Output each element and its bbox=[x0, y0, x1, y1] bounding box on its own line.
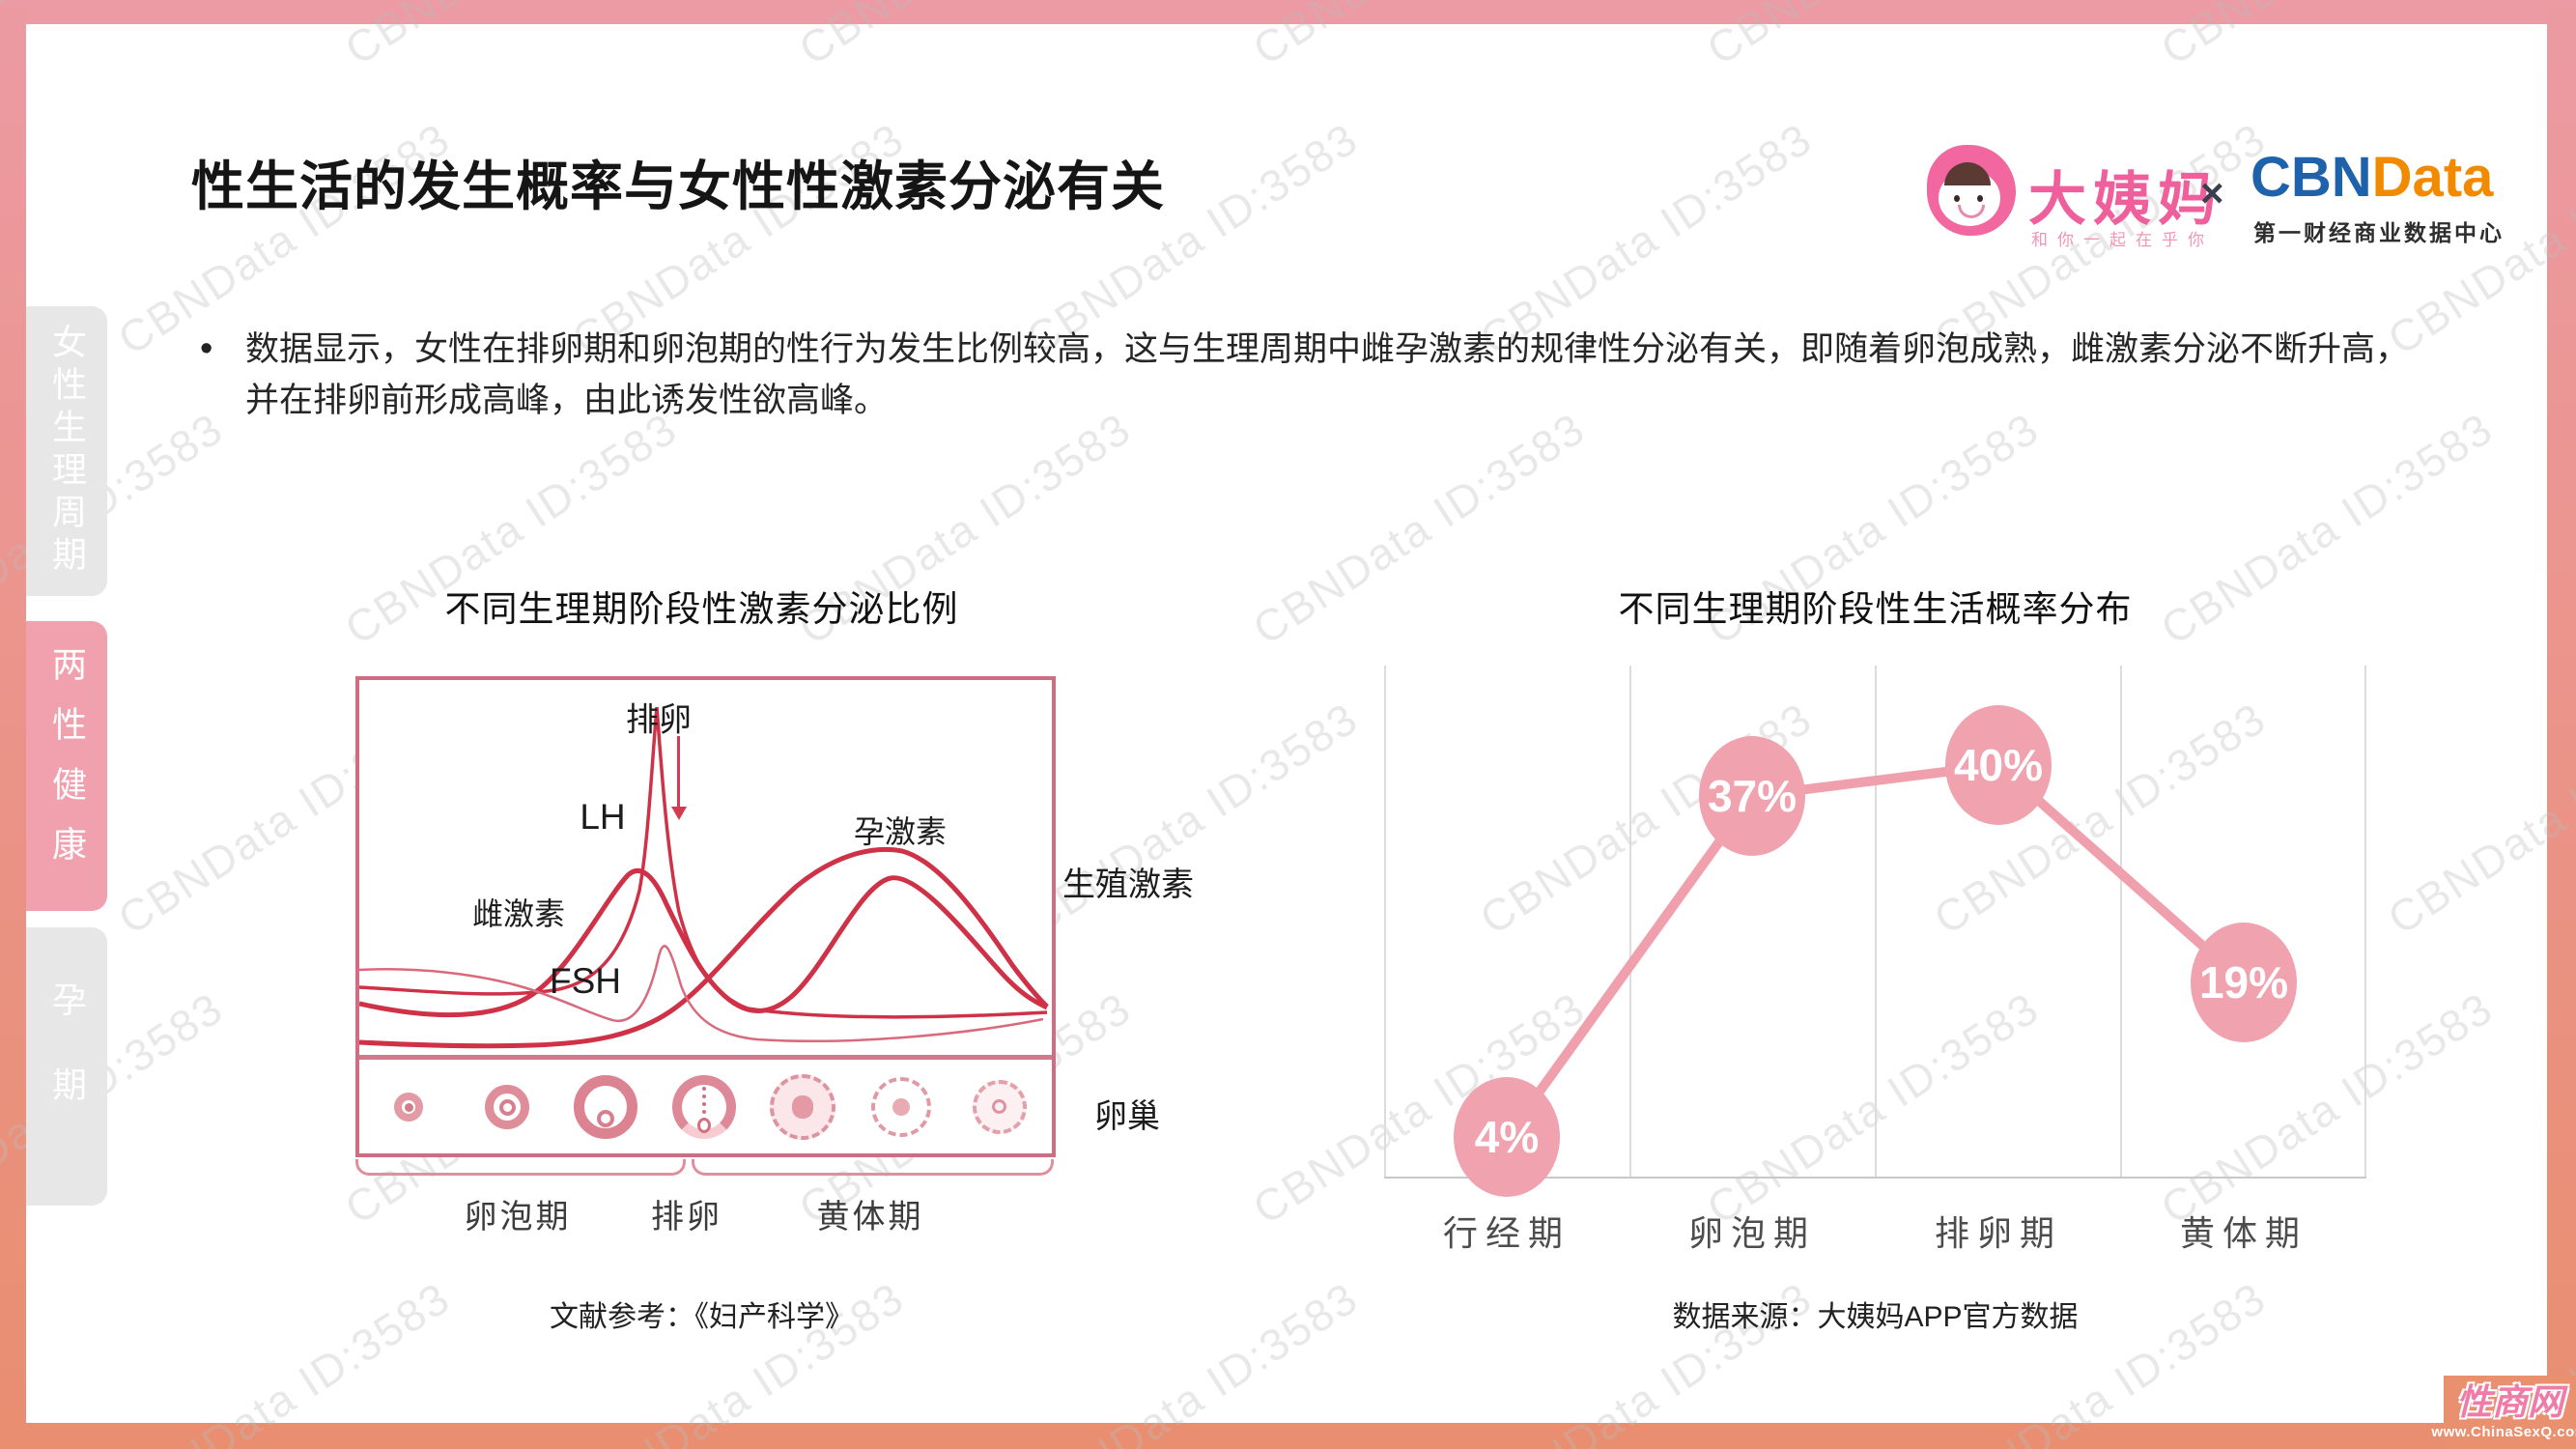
gridline bbox=[1875, 666, 1877, 1179]
dayima-logo-icon bbox=[1927, 145, 2016, 236]
corpus-luteum-icon-3 bbox=[973, 1079, 1027, 1134]
data-point-menstrual: 4% bbox=[1454, 1077, 1560, 1198]
x-label-ovulation: 排卵期 bbox=[1934, 1213, 2063, 1253]
phase-label-luteal: 黄体期 bbox=[816, 1199, 924, 1236]
ovulation-arrow bbox=[677, 736, 680, 809]
phase-label-ovulation: 排卵 bbox=[651, 1199, 722, 1236]
follicle-icon-3 bbox=[574, 1074, 637, 1139]
sexq-logo-url: www.ChinaSexQ.com bbox=[2431, 1424, 2576, 1440]
frame-bottom-bar bbox=[0, 1423, 2576, 1449]
ovulation-arrow-head bbox=[671, 807, 687, 820]
data-point-follicular: 37% bbox=[1699, 736, 1805, 857]
corpus-luteum-icon-1 bbox=[770, 1073, 835, 1140]
bullet-text: 数据显示，女性在排卵期和卵泡期的性行为发生比例较高，这与生理周期中雌孕激素的规律… bbox=[245, 330, 2410, 419]
follicle-icon-1 bbox=[394, 1092, 423, 1122]
frame-right-bar bbox=[2547, 0, 2576, 1449]
sidebar-tab-label: 女性生理周期 bbox=[47, 324, 87, 579]
right-chart-source: 数据来源：大姨妈APP官方数据 bbox=[1672, 1301, 2079, 1333]
lh-label: LH bbox=[580, 797, 626, 837]
cbndata-tagline: 第一财经商业数据中心 bbox=[2253, 220, 2505, 245]
sidebar-tab-female-cycle[interactable]: 女性生理周期 bbox=[26, 306, 107, 596]
data-point-value: 37% bbox=[1707, 771, 1798, 822]
bullet-marker: • bbox=[200, 328, 213, 369]
ovulation-icon bbox=[672, 1074, 736, 1139]
sidebar-tab-label: 孕期 bbox=[47, 981, 87, 1151]
cbn-logo-orange: Data bbox=[2371, 146, 2494, 209]
logo-cross-separator: × bbox=[2200, 170, 2224, 215]
follicle-icon-2 bbox=[485, 1084, 529, 1129]
fsh-label: FSH bbox=[550, 961, 621, 1001]
corpus-luteum-icon-2 bbox=[871, 1076, 931, 1137]
frame-top-bar bbox=[0, 0, 2576, 24]
reproductive-hormones-label: 生殖激素 bbox=[1062, 867, 1194, 903]
x-label-menstrual: 行经期 bbox=[1442, 1213, 1571, 1253]
sidebar-tab-label: 两性健康 bbox=[47, 646, 87, 886]
dayima-logo-text: 大姨妈 bbox=[2028, 167, 2222, 232]
frame-left-bar bbox=[0, 0, 26, 1449]
hormone-curves bbox=[359, 706, 1049, 1049]
ovulation-label: 排卵 bbox=[626, 701, 692, 739]
data-point-value: 4% bbox=[1474, 1112, 1540, 1163]
diagram-divider bbox=[359, 1055, 1052, 1060]
sidebar-tab-sexual-health[interactable]: 两性健康 bbox=[26, 621, 107, 911]
sidebar-tab-pregnancy[interactable]: 孕期 bbox=[26, 927, 107, 1206]
x-axis-line bbox=[1384, 1177, 2366, 1179]
gridline bbox=[1629, 666, 1631, 1179]
right-chart-title: 不同生理期阶段性生活概率分布 bbox=[1618, 589, 2133, 629]
sexq-site-logo: 性商网 www.ChinaSexQ.com bbox=[2431, 1376, 2576, 1449]
ovary-stage-row bbox=[359, 1060, 1052, 1153]
ovary-label: 卵巢 bbox=[1094, 1098, 1160, 1135]
dayima-eye-left bbox=[1954, 195, 1960, 202]
estrogen-label: 雌激素 bbox=[471, 896, 566, 931]
luteal-phase-bracket bbox=[692, 1159, 1054, 1176]
data-point-value: 40% bbox=[1953, 740, 2044, 790]
probability-chart: 4% 37% 40% 19% bbox=[1384, 666, 2366, 1198]
dayima-eye-right bbox=[1977, 195, 1983, 202]
gridline bbox=[2364, 666, 2366, 1179]
cbndata-logo: CBNData bbox=[2250, 145, 2493, 210]
hormone-diagram: 排卵 LH 雌激素 FSH 孕激素 bbox=[355, 676, 1056, 1157]
dayima-slogan: 和你一起在乎你 bbox=[2031, 231, 2214, 249]
x-label-luteal: 黄体期 bbox=[2179, 1213, 2308, 1253]
data-point-luteal: 19% bbox=[2191, 922, 2297, 1042]
sexq-logo-text: 性商网 bbox=[2456, 1382, 2563, 1422]
dayima-hair bbox=[1944, 162, 1991, 185]
x-label-follicular: 卵泡期 bbox=[1687, 1213, 1817, 1253]
trend-line-svg bbox=[1502, 760, 2249, 1143]
phase-label-follicular: 卵泡期 bbox=[464, 1199, 572, 1236]
progesterone-label: 孕激素 bbox=[853, 814, 948, 849]
page-title: 性生活的发生概率与女性性激素分泌有关 bbox=[191, 156, 1166, 216]
x-axis-labels: 行经期 卵泡期 排卵期 黄体期 bbox=[1384, 1206, 2366, 1253]
gridline bbox=[1384, 666, 1386, 1179]
data-point-value: 19% bbox=[2198, 956, 2289, 1008]
left-chart-title: 不同生理期阶段性激素分泌比例 bbox=[444, 589, 959, 629]
gridline bbox=[2120, 666, 2122, 1179]
data-point-ovulation: 40% bbox=[1945, 705, 2052, 825]
follicular-phase-bracket bbox=[355, 1159, 686, 1176]
left-chart-source: 文献参考：《妇产科学》 bbox=[550, 1301, 854, 1333]
cbn-logo-blue: CBN bbox=[2250, 146, 2372, 209]
